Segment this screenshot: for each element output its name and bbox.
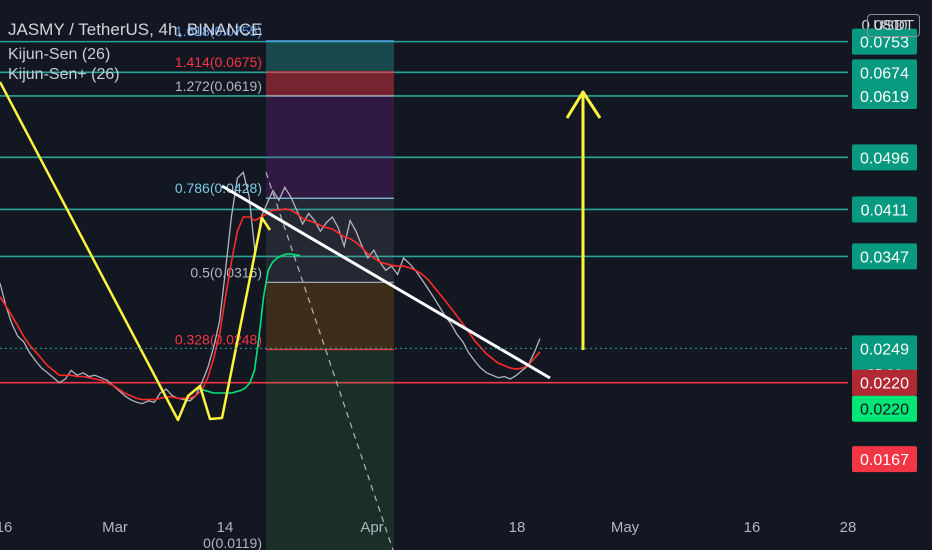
price-tag-label: 0.0220: [860, 402, 909, 419]
fib-level-label: 1.414(0.0675): [175, 54, 262, 70]
price-tag-label: 0.0411: [861, 202, 909, 219]
kijun-sen-plus-line: [199, 253, 301, 394]
fib-level-label: 0(0.0119): [203, 535, 262, 550]
price-tag-background: [852, 82, 917, 109]
x-axis-label: 14: [217, 519, 234, 536]
fib-zone: [266, 198, 394, 283]
x-axis-label: Mar: [102, 519, 128, 536]
yellow-wave-drawing: [0, 81, 272, 422]
fib-level-label: 0.786(0.0428): [175, 180, 262, 196]
currency-button[interactable]: USDT: [867, 14, 920, 37]
price-series-line: [0, 171, 541, 405]
price-tag-background: [852, 446, 917, 473]
descending-trendline: [221, 184, 551, 380]
chart-legend: JASMY / TetherUS, 4h, BINANCE Kijun-Sen …: [8, 20, 262, 84]
price-tag-background: [852, 196, 917, 223]
indicator-kijun-sen-plus[interactable]: Kijun-Sen+ (26): [8, 66, 120, 83]
fib-zone: [266, 71, 394, 96]
price-tag-label: 0.0619: [860, 89, 909, 106]
fib-level-label: 1.618(0.0755): [175, 23, 262, 39]
price-tag-background: [852, 395, 917, 422]
price-tag-label: 0.0220: [860, 376, 909, 393]
symbol-title[interactable]: JASMY / TetherUS, 4h, BINANCE: [8, 20, 263, 39]
indicator-kijun-sen[interactable]: Kijun-Sen (26): [8, 46, 111, 63]
price-tag-label: 0.0167: [860, 452, 909, 469]
fib-zone: [266, 349, 394, 550]
target-arrow-head: [565, 90, 602, 119]
fib-level-label: 0.5(0.0316): [190, 264, 262, 280]
price-tag-background: [852, 369, 917, 396]
price-tag-label: 0.0674: [860, 65, 909, 82]
price-tag-label: 0.0249: [860, 341, 909, 358]
x-axis-label: 16: [0, 519, 12, 536]
price-tag-background: [852, 243, 917, 270]
x-axis-label: 18: [509, 519, 526, 536]
x-axis-label: 16: [744, 519, 761, 536]
price-tag-label: 0.0496: [860, 150, 909, 167]
kijun-sen-line: [0, 207, 541, 401]
fib-level-label: 1.272(0.0619): [175, 78, 262, 94]
fib-trend-line: [265, 172, 394, 550]
price-tag-label: 0.0347: [860, 249, 909, 266]
fib-zone: [266, 95, 394, 199]
x-axis-label: May: [611, 519, 640, 536]
fib-zone: [266, 40, 394, 72]
x-axis-label: 28: [840, 519, 857, 536]
x-axis-label: Apr: [360, 519, 383, 536]
price-tag-background: [852, 59, 917, 86]
price-tag-background: [852, 144, 917, 171]
fib-zone: [266, 282, 394, 350]
price-tag-label: 0.0753: [860, 35, 909, 52]
